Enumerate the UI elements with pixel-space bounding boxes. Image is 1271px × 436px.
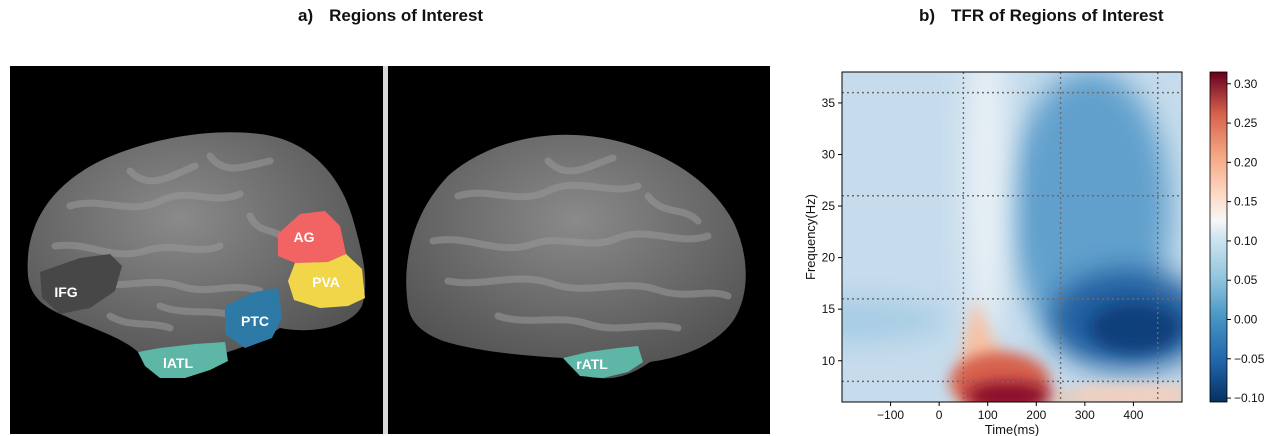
- sulci-pattern: [429, 154, 732, 332]
- colorbar-ticks: 0.30 0.25 0.20 0.15 0.10 0.05 0.00 −0.05 −0.10: [1227, 77, 1265, 405]
- label-latl: lATL: [163, 355, 194, 371]
- region-ptc: [225, 288, 282, 348]
- region-ag: [278, 211, 346, 263]
- label-ratl: rATL: [576, 356, 608, 372]
- x-tick-label: −100: [877, 408, 904, 422]
- panel-divider: [383, 66, 388, 434]
- x-axis: −100 0 100 200 300 400: [877, 402, 1144, 422]
- x-tick-label: 100: [978, 408, 998, 422]
- y-tick-label: 25: [822, 199, 836, 213]
- panel-a-label: a): [298, 6, 314, 25]
- panel-b-title: b) TFR of Regions of Interest: [919, 6, 1164, 26]
- label-ag: AG: [294, 229, 315, 245]
- label-ifg: IFG: [54, 284, 77, 300]
- colorbar: [1209, 71, 1228, 403]
- left-hemisphere-panel: AG PVA IFG PTC lATL: [10, 66, 383, 434]
- colorbar-tick-label: −0.05: [1234, 352, 1265, 366]
- y-tick-label: 15: [822, 302, 836, 316]
- x-tick-label: 0: [936, 408, 943, 422]
- panel-a-title: a) Regions of Interest: [298, 6, 483, 26]
- region-ratl: [563, 346, 643, 378]
- colorbar-tick-label: 0.30: [1234, 77, 1258, 91]
- x-tick-label: 200: [1026, 408, 1046, 422]
- y-tick-label: 20: [822, 251, 836, 265]
- right-hemisphere-panel: rATL: [388, 66, 770, 434]
- panel-b-label: b): [919, 6, 936, 25]
- x-tick-label: 300: [1075, 408, 1095, 422]
- negative-region-minimum: [1090, 303, 1180, 353]
- colorbar-tick-label: 0.25: [1234, 116, 1258, 130]
- region-latl: [138, 342, 228, 378]
- label-ptc: PTC: [241, 313, 269, 329]
- positive-band-right: [1080, 386, 1182, 402]
- colorbar-tick-label: 0.20: [1234, 155, 1258, 169]
- colorbar-tick-label: 0.15: [1234, 195, 1258, 209]
- neutral-band: [964, 72, 1008, 340]
- right-hemisphere-brain: rATL: [406, 134, 746, 379]
- plot-frame: [841, 71, 1183, 403]
- panel-a-title-text: Regions of Interest: [329, 6, 484, 25]
- x-axis-label: Time(ms): [985, 422, 1039, 436]
- panel-b-title-text: TFR of Regions of Interest: [951, 6, 1164, 25]
- y-axis: 10 15 20 25 30 35: [822, 96, 842, 368]
- colorbar-tick-label: −0.10: [1234, 391, 1265, 405]
- heatmap-field: [842, 72, 1182, 402]
- positive-region-peak: [966, 382, 1050, 402]
- colorbar-tick-label: 0.00: [1234, 313, 1258, 327]
- left-hemisphere-brain: AG PVA IFG PTC lATL: [27, 132, 366, 378]
- y-axis-label: Frequency(Hz): [803, 194, 818, 280]
- region-pva: [288, 254, 365, 308]
- positive-region-core: [950, 352, 1050, 402]
- y-tick-label: 35: [822, 96, 836, 110]
- colorbar-tick-label: 0.10: [1234, 234, 1258, 248]
- y-tick-label: 30: [822, 148, 836, 162]
- dotted-grid: [842, 72, 1182, 402]
- y-tick-label: 10: [822, 354, 836, 368]
- label-pva: PVA: [312, 274, 340, 290]
- region-ifg: [40, 254, 122, 314]
- x-tick-label: 400: [1123, 408, 1143, 422]
- alpha-band-left: [842, 298, 950, 342]
- colorbar-tick-label: 0.05: [1234, 273, 1258, 287]
